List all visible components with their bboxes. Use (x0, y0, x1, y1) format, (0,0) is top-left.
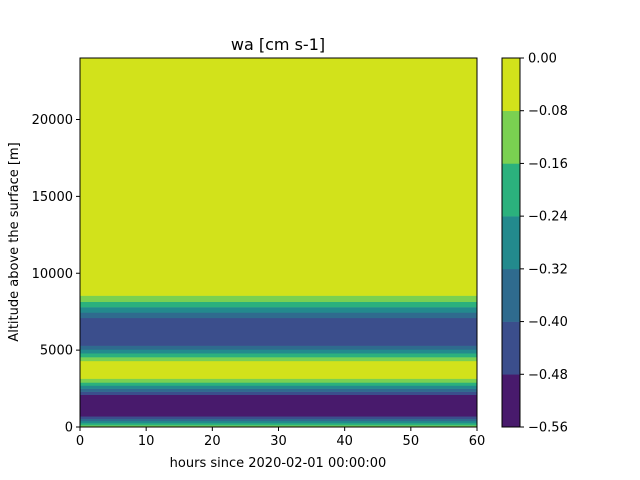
colorbar-tick-label: −0.24 (528, 210, 568, 225)
contour-band (80, 349, 477, 354)
contour-band (80, 360, 477, 379)
y-tick-label: 20000 (32, 113, 73, 128)
colorbar-tick-label: −0.08 (528, 104, 568, 119)
x-tick-label: 40 (336, 434, 353, 449)
y-axis: 0 5000 10000 15000 20000 (32, 113, 80, 436)
colorbar-segment (502, 268, 520, 322)
contour-band (80, 58, 477, 296)
contour-band (80, 307, 477, 313)
contour-band (80, 382, 477, 386)
contour-band (80, 420, 477, 424)
x-tick-label: 10 (138, 434, 155, 449)
contour-band (80, 317, 477, 346)
colorbar-tick-label: −0.40 (528, 315, 568, 330)
x-tick-label: 30 (270, 434, 287, 449)
colorbar-segment (502, 163, 520, 217)
y-tick-label: 10000 (32, 267, 73, 282)
colorbar-segment (502, 321, 520, 375)
contour-band (80, 301, 477, 308)
y-tick-label: 0 (65, 421, 73, 436)
colorbar-segment (502, 374, 520, 428)
colorbar-segment (502, 216, 520, 270)
colorbar-segment (502, 58, 520, 112)
colorbar-tick-label: 0.00 (528, 52, 557, 67)
colorbar-tick-label: −0.48 (528, 368, 568, 383)
contour-band (80, 385, 477, 389)
colorbar (502, 58, 520, 428)
contour-band (80, 345, 477, 350)
x-tick-label: 0 (76, 434, 84, 449)
x-axis-label: hours since 2020-02-01 00:00:00 (170, 456, 387, 471)
colorbar-ticks: −0.56 −0.48 −0.40 −0.32 −0.24 −0.16 −0.08 0.00 (520, 52, 568, 436)
contour-band (80, 388, 477, 392)
x-axis: 0 10 20 30 40 50 60 (76, 427, 485, 449)
y-axis-label: Altitude above the surface [m] (7, 142, 22, 341)
contour-band (80, 353, 477, 358)
contour-band (80, 357, 477, 362)
y-tick-label: 15000 (32, 190, 73, 205)
contour-band (80, 295, 477, 302)
x-tick-label: 20 (204, 434, 221, 449)
x-tick-label: 60 (469, 434, 486, 449)
colorbar-tick-label: −0.32 (528, 262, 568, 277)
contour-band (80, 418, 477, 422)
colorbar-tick-label: −0.16 (528, 157, 568, 172)
contour-band (80, 394, 477, 417)
contour-band (80, 391, 477, 396)
plot-area (80, 58, 477, 428)
x-tick-label: 50 (403, 434, 420, 449)
contour-band (80, 423, 477, 426)
contour-band (80, 312, 477, 319)
colorbar-segment (502, 110, 520, 164)
y-tick-label: 5000 (40, 344, 73, 359)
contour-band (80, 416, 477, 419)
colorbar-frame (501, 57, 521, 428)
colorbar-tick-label: −0.56 (528, 421, 568, 436)
chart-title: wa [cm s-1] (231, 35, 325, 54)
contour-band (80, 378, 477, 383)
contour-band (80, 425, 477, 428)
